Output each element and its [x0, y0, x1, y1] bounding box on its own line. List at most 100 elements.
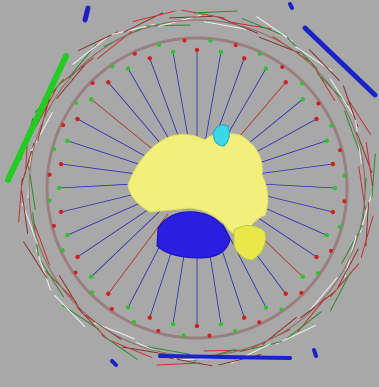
joint	[232, 329, 237, 334]
outer-strut	[169, 15, 214, 19]
joint	[182, 38, 187, 43]
spoke	[127, 68, 175, 149]
joint	[194, 47, 200, 53]
spoke	[149, 58, 182, 146]
joint	[52, 147, 57, 152]
outer-strut	[33, 223, 50, 266]
outer-strut	[365, 141, 373, 186]
joint	[75, 116, 80, 122]
joint	[329, 123, 334, 128]
inner-ring	[45, 36, 349, 340]
outer-strut	[360, 215, 374, 259]
outer-strut	[156, 362, 201, 366]
joint	[299, 81, 304, 86]
joint	[337, 224, 342, 229]
joint	[283, 291, 288, 296]
joint	[170, 321, 176, 327]
spoke	[91, 98, 163, 158]
outer-strut	[146, 346, 191, 355]
joint	[65, 232, 70, 238]
joint	[125, 66, 131, 71]
joint	[207, 333, 212, 338]
joint	[257, 52, 262, 57]
joint	[147, 315, 153, 320]
joint	[157, 42, 162, 47]
outer-strut	[329, 272, 351, 312]
outer-strut	[21, 190, 29, 235]
joint	[257, 320, 262, 325]
blue-tip	[110, 359, 118, 367]
joint	[194, 323, 200, 329]
joint	[73, 270, 78, 275]
joint	[90, 290, 95, 295]
joint	[283, 80, 288, 85]
joint	[60, 248, 65, 253]
joint	[208, 38, 213, 43]
joint	[332, 185, 338, 191]
outer-strut	[344, 110, 361, 153]
joint	[132, 51, 137, 56]
outer-strut	[371, 153, 376, 198]
blue-rod	[158, 354, 292, 360]
outer-ring	[18, 9, 376, 367]
joint	[47, 172, 52, 177]
joint	[181, 333, 186, 338]
outer-strut	[101, 334, 138, 360]
joint	[299, 290, 304, 295]
outer-strut	[203, 21, 248, 30]
outer-strut	[241, 17, 283, 36]
spoke	[172, 52, 190, 144]
joint	[58, 209, 64, 215]
outer-strut	[132, 10, 176, 23]
joint	[241, 56, 247, 61]
spoke	[77, 202, 159, 258]
blue-tip	[82, 5, 91, 23]
joint	[324, 232, 329, 238]
outer-strut	[77, 31, 119, 52]
joint	[316, 101, 321, 106]
outer-strut	[72, 36, 108, 65]
joint	[218, 321, 224, 327]
joint	[170, 49, 176, 55]
joint	[233, 43, 238, 48]
joint	[314, 254, 319, 260]
joint	[314, 116, 319, 122]
outer-strut	[256, 16, 293, 42]
blue-tip	[288, 2, 294, 10]
joint	[73, 100, 78, 105]
joint	[316, 271, 321, 276]
joint	[263, 305, 269, 310]
outer-strut	[39, 259, 65, 298]
outer-strut	[346, 97, 371, 135]
joint	[280, 64, 285, 69]
outer-strut	[329, 78, 355, 117]
cyan-body	[212, 124, 230, 147]
joint	[51, 223, 56, 228]
blue-rod	[302, 25, 378, 98]
joint	[89, 97, 94, 102]
joint	[330, 209, 336, 215]
outer-strut	[111, 340, 153, 359]
outer-strut	[54, 294, 86, 328]
joint	[56, 185, 62, 191]
outer-strut	[275, 324, 317, 345]
joint	[61, 123, 66, 128]
outer-strut	[18, 178, 23, 223]
joint	[300, 97, 305, 102]
spoke	[107, 82, 169, 153]
joint	[156, 328, 161, 333]
outer-strut	[23, 241, 48, 279]
joint	[328, 248, 333, 253]
joint	[47, 198, 52, 203]
joint	[342, 173, 347, 178]
green-rod	[5, 53, 69, 183]
joint	[125, 305, 131, 310]
joint	[132, 319, 137, 324]
joint	[241, 315, 247, 320]
spoke	[91, 208, 163, 277]
joint	[75, 254, 80, 260]
joint	[89, 274, 94, 279]
yellow-lobe	[233, 225, 266, 261]
outer-strut	[308, 276, 338, 312]
joint	[338, 148, 343, 153]
